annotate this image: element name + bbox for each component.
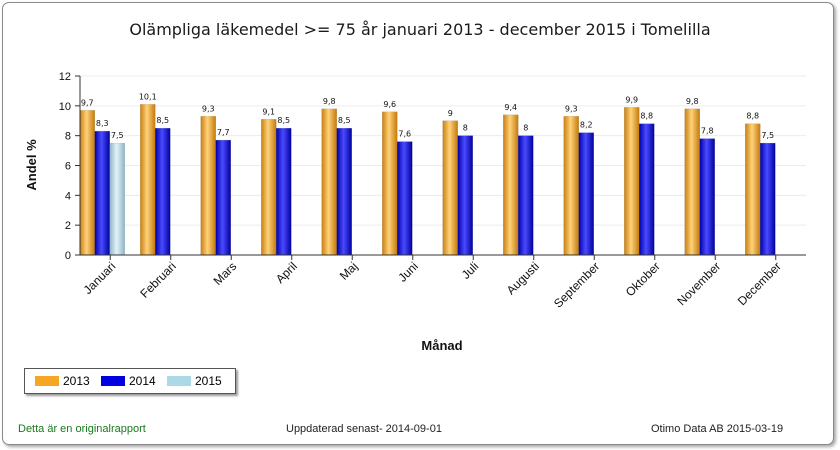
bar-2013-augusti [503,114,519,256]
bar-2013-februari [140,104,156,256]
bar-2014-juni [397,141,413,256]
data-label: 8 [523,124,528,133]
y-tick-label: 0 [65,250,71,262]
x-tick-label: Juli [459,259,482,282]
bar-2013-april [261,119,277,256]
data-label: 9,7 [81,98,94,107]
y-tick-label: 2 [65,220,71,232]
data-label: 9 [448,109,453,118]
data-label: 7,5 [111,131,124,140]
legend-swatch-2014 [101,376,125,386]
bar-2014-juli [457,135,473,256]
x-tick-label: Maj [337,259,361,283]
data-label: 9,3 [565,104,578,113]
bar-2014-januari [94,130,110,256]
y-tick-label: 4 [65,190,71,202]
bar-2013-oktober [624,107,640,256]
y-tick-label: 8 [65,131,71,143]
x-tick-label: November [674,259,723,308]
bar-2014-november [699,138,715,256]
data-label: 8,8 [640,112,653,121]
x-tick-label: Augusti [504,259,542,297]
legend-label-2015: 2015 [195,374,222,388]
bar-2014-september [578,132,594,256]
legend-item-2014: 2014 [101,374,156,388]
bar-2015-januari [109,142,125,256]
data-label: 8,5 [277,116,290,125]
data-label: 7,7 [217,128,230,137]
legend-label-2014: 2014 [129,374,156,388]
data-label: 8,3 [96,119,109,128]
data-label: 8,8 [746,112,759,121]
bar-2013-juni [382,111,398,256]
data-label: 10,1 [139,92,157,101]
x-tick-label: September [551,259,602,310]
y-tick-label: 10 [59,101,71,113]
data-label: 9,3 [202,104,215,113]
bar-2014-augusti [518,135,534,256]
x-tick-label: December [735,259,784,308]
bar-2014-mars [215,139,231,256]
bar-2014-maj [336,127,352,256]
data-label: 9,9 [625,95,638,104]
data-label: 8,5 [338,116,351,125]
data-label: 9,1 [262,107,275,116]
legend-item-2015: 2015 [167,374,222,388]
chart-title: Olämpliga läkemedel >= 75 år januari 201… [129,20,711,39]
data-label: 9,6 [383,100,396,109]
x-tick-label: Oktober [623,259,663,299]
legend-swatch-2013 [35,376,59,386]
legend-item-2013: 2013 [35,374,90,388]
legend: 2013 2014 2015 [24,368,236,394]
x-tick-label: Januari [81,259,119,297]
x-tick-label: Juni [395,259,420,284]
footer-original-report: Detta är en originalrapport [18,423,146,435]
data-label: 8,2 [580,121,593,130]
y-tick-label: 12 [59,71,71,83]
legend-label-2013: 2013 [63,374,90,388]
data-label: 9,8 [686,97,699,106]
footer-updated: Uppdaterad senast- 2014-09-01 [286,423,442,435]
bar-2013-mars [200,116,216,256]
bar-2013-november [684,108,700,256]
data-label: 9,4 [504,103,517,112]
bar-2014-december [760,142,776,256]
bar-2014-februari [155,127,171,256]
bar-2013-december [745,123,761,256]
x-axis-title: Månad [421,338,462,353]
bar-2013-januari [79,110,95,256]
bar-2013-juli [442,120,458,256]
x-tick-label: Mars [211,259,240,288]
legend-swatch-2015 [167,376,191,386]
bar-2013-september [563,116,579,256]
data-label: 8 [463,124,468,133]
bar-2013-maj [321,108,337,256]
data-label: 7,6 [398,130,411,139]
y-tick-label: 6 [65,161,71,173]
bar-2014-oktober [639,123,655,256]
data-label: 7,8 [701,127,714,136]
bar-2014-april [276,127,292,256]
data-label: 9,8 [323,97,336,106]
x-tick-label: April [273,259,300,286]
footer-credit: Otimo Data AB 2015-03-19 [651,423,784,435]
x-tick-label: Februari [137,259,178,300]
data-label: 8,5 [156,116,169,125]
y-axis-title: Andel % [24,139,39,191]
data-label: 7,5 [761,131,774,140]
